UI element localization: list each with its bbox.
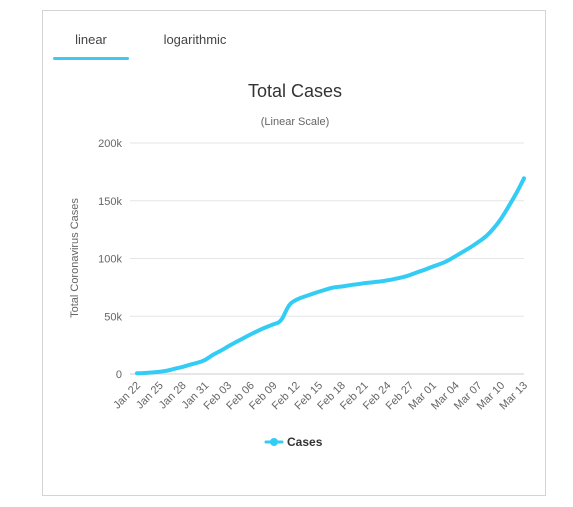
legend-marker-icon <box>270 438 278 446</box>
tab-logarithmic[interactable]: logarithmic <box>163 32 227 47</box>
data-point[interactable] <box>482 233 490 241</box>
data-point[interactable] <box>201 356 209 364</box>
data-point[interactable] <box>315 288 323 296</box>
data-point[interactable] <box>467 243 475 251</box>
data-point[interactable] <box>179 363 187 371</box>
y-tick-label: 100k <box>98 254 122 266</box>
data-point[interactable] <box>376 278 384 286</box>
data-point[interactable] <box>490 225 498 233</box>
data-point[interactable] <box>300 293 308 301</box>
data-point[interactable] <box>399 273 407 281</box>
y-axis-label: Total Coronavirus Cases <box>69 198 81 318</box>
data-point[interactable] <box>512 189 520 197</box>
data-point[interactable] <box>239 334 247 342</box>
data-point[interactable] <box>148 369 156 377</box>
data-point[interactable] <box>497 215 505 223</box>
data-point[interactable] <box>368 278 376 286</box>
data-point[interactable] <box>353 280 361 288</box>
y-axis-ticks: 0 50k 100k 150k 200k <box>98 138 122 381</box>
data-point[interactable] <box>285 300 293 308</box>
data-point[interactable] <box>133 369 141 377</box>
data-point[interactable] <box>254 327 262 335</box>
tab-linear[interactable]: linear <box>53 29 129 60</box>
data-point[interactable] <box>163 367 171 375</box>
y-tick-label: 200k <box>98 138 122 150</box>
data-point[interactable] <box>437 260 445 268</box>
data-point[interactable] <box>520 174 528 182</box>
data-point[interactable] <box>330 283 338 291</box>
data-point[interactable] <box>429 263 437 271</box>
y-tick-label: 0 <box>116 369 122 381</box>
data-point[interactable] <box>292 296 300 304</box>
data-point[interactable] <box>361 279 369 287</box>
data-point[interactable] <box>505 202 513 210</box>
chart-title: Total Cases <box>248 81 342 101</box>
data-point[interactable] <box>262 323 270 331</box>
data-point[interactable] <box>270 320 278 328</box>
series-line-cases[interactable] <box>135 176 526 376</box>
data-point[interactable] <box>171 365 179 373</box>
data-point[interactable] <box>277 318 285 326</box>
gridlines <box>130 142 524 375</box>
y-tick-label: 50k <box>104 311 122 323</box>
data-point[interactable] <box>383 276 391 284</box>
data-point[interactable] <box>391 275 399 283</box>
data-point[interactable] <box>209 351 217 359</box>
data-point[interactable] <box>346 281 354 289</box>
data-point[interactable] <box>308 290 316 298</box>
y-tick-label: 150k <box>98 196 122 208</box>
data-point[interactable] <box>452 252 460 260</box>
data-point[interactable] <box>475 238 483 246</box>
series-cases <box>133 174 528 377</box>
data-point[interactable] <box>217 347 225 355</box>
data-point[interactable] <box>459 248 467 256</box>
data-point[interactable] <box>186 361 194 369</box>
legend-label-cases: Cases <box>287 435 323 449</box>
chart-subtitle: (Linear Scale) <box>261 116 329 128</box>
data-point[interactable] <box>338 283 346 291</box>
data-point[interactable] <box>232 338 240 346</box>
data-point[interactable] <box>414 268 422 276</box>
data-point[interactable] <box>194 359 202 367</box>
data-point[interactable] <box>406 271 414 279</box>
data-point[interactable] <box>156 368 164 376</box>
legend[interactable]: Cases <box>264 435 323 449</box>
data-point[interactable] <box>224 342 232 350</box>
data-point[interactable] <box>247 330 255 338</box>
data-point[interactable] <box>421 266 429 274</box>
data-point[interactable] <box>444 257 452 265</box>
data-point[interactable] <box>323 285 331 293</box>
data-point[interactable] <box>141 369 149 377</box>
